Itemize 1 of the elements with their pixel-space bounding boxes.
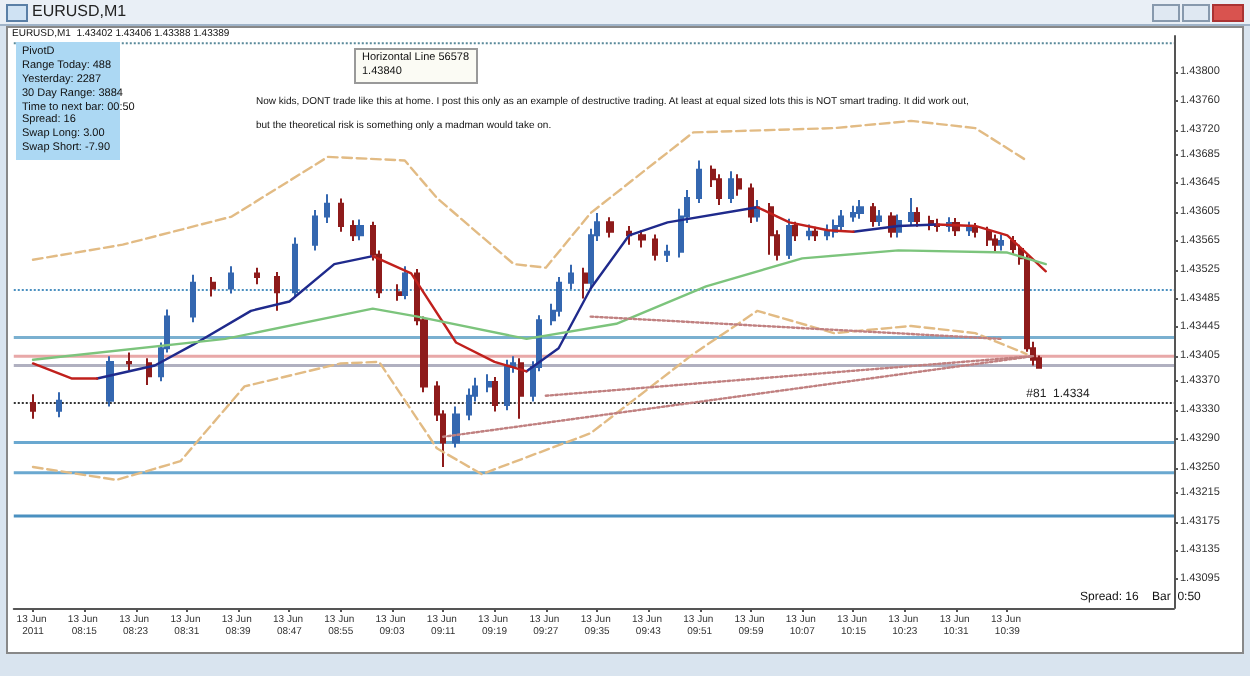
chart-title: EURUSD,M1 (32, 2, 127, 20)
